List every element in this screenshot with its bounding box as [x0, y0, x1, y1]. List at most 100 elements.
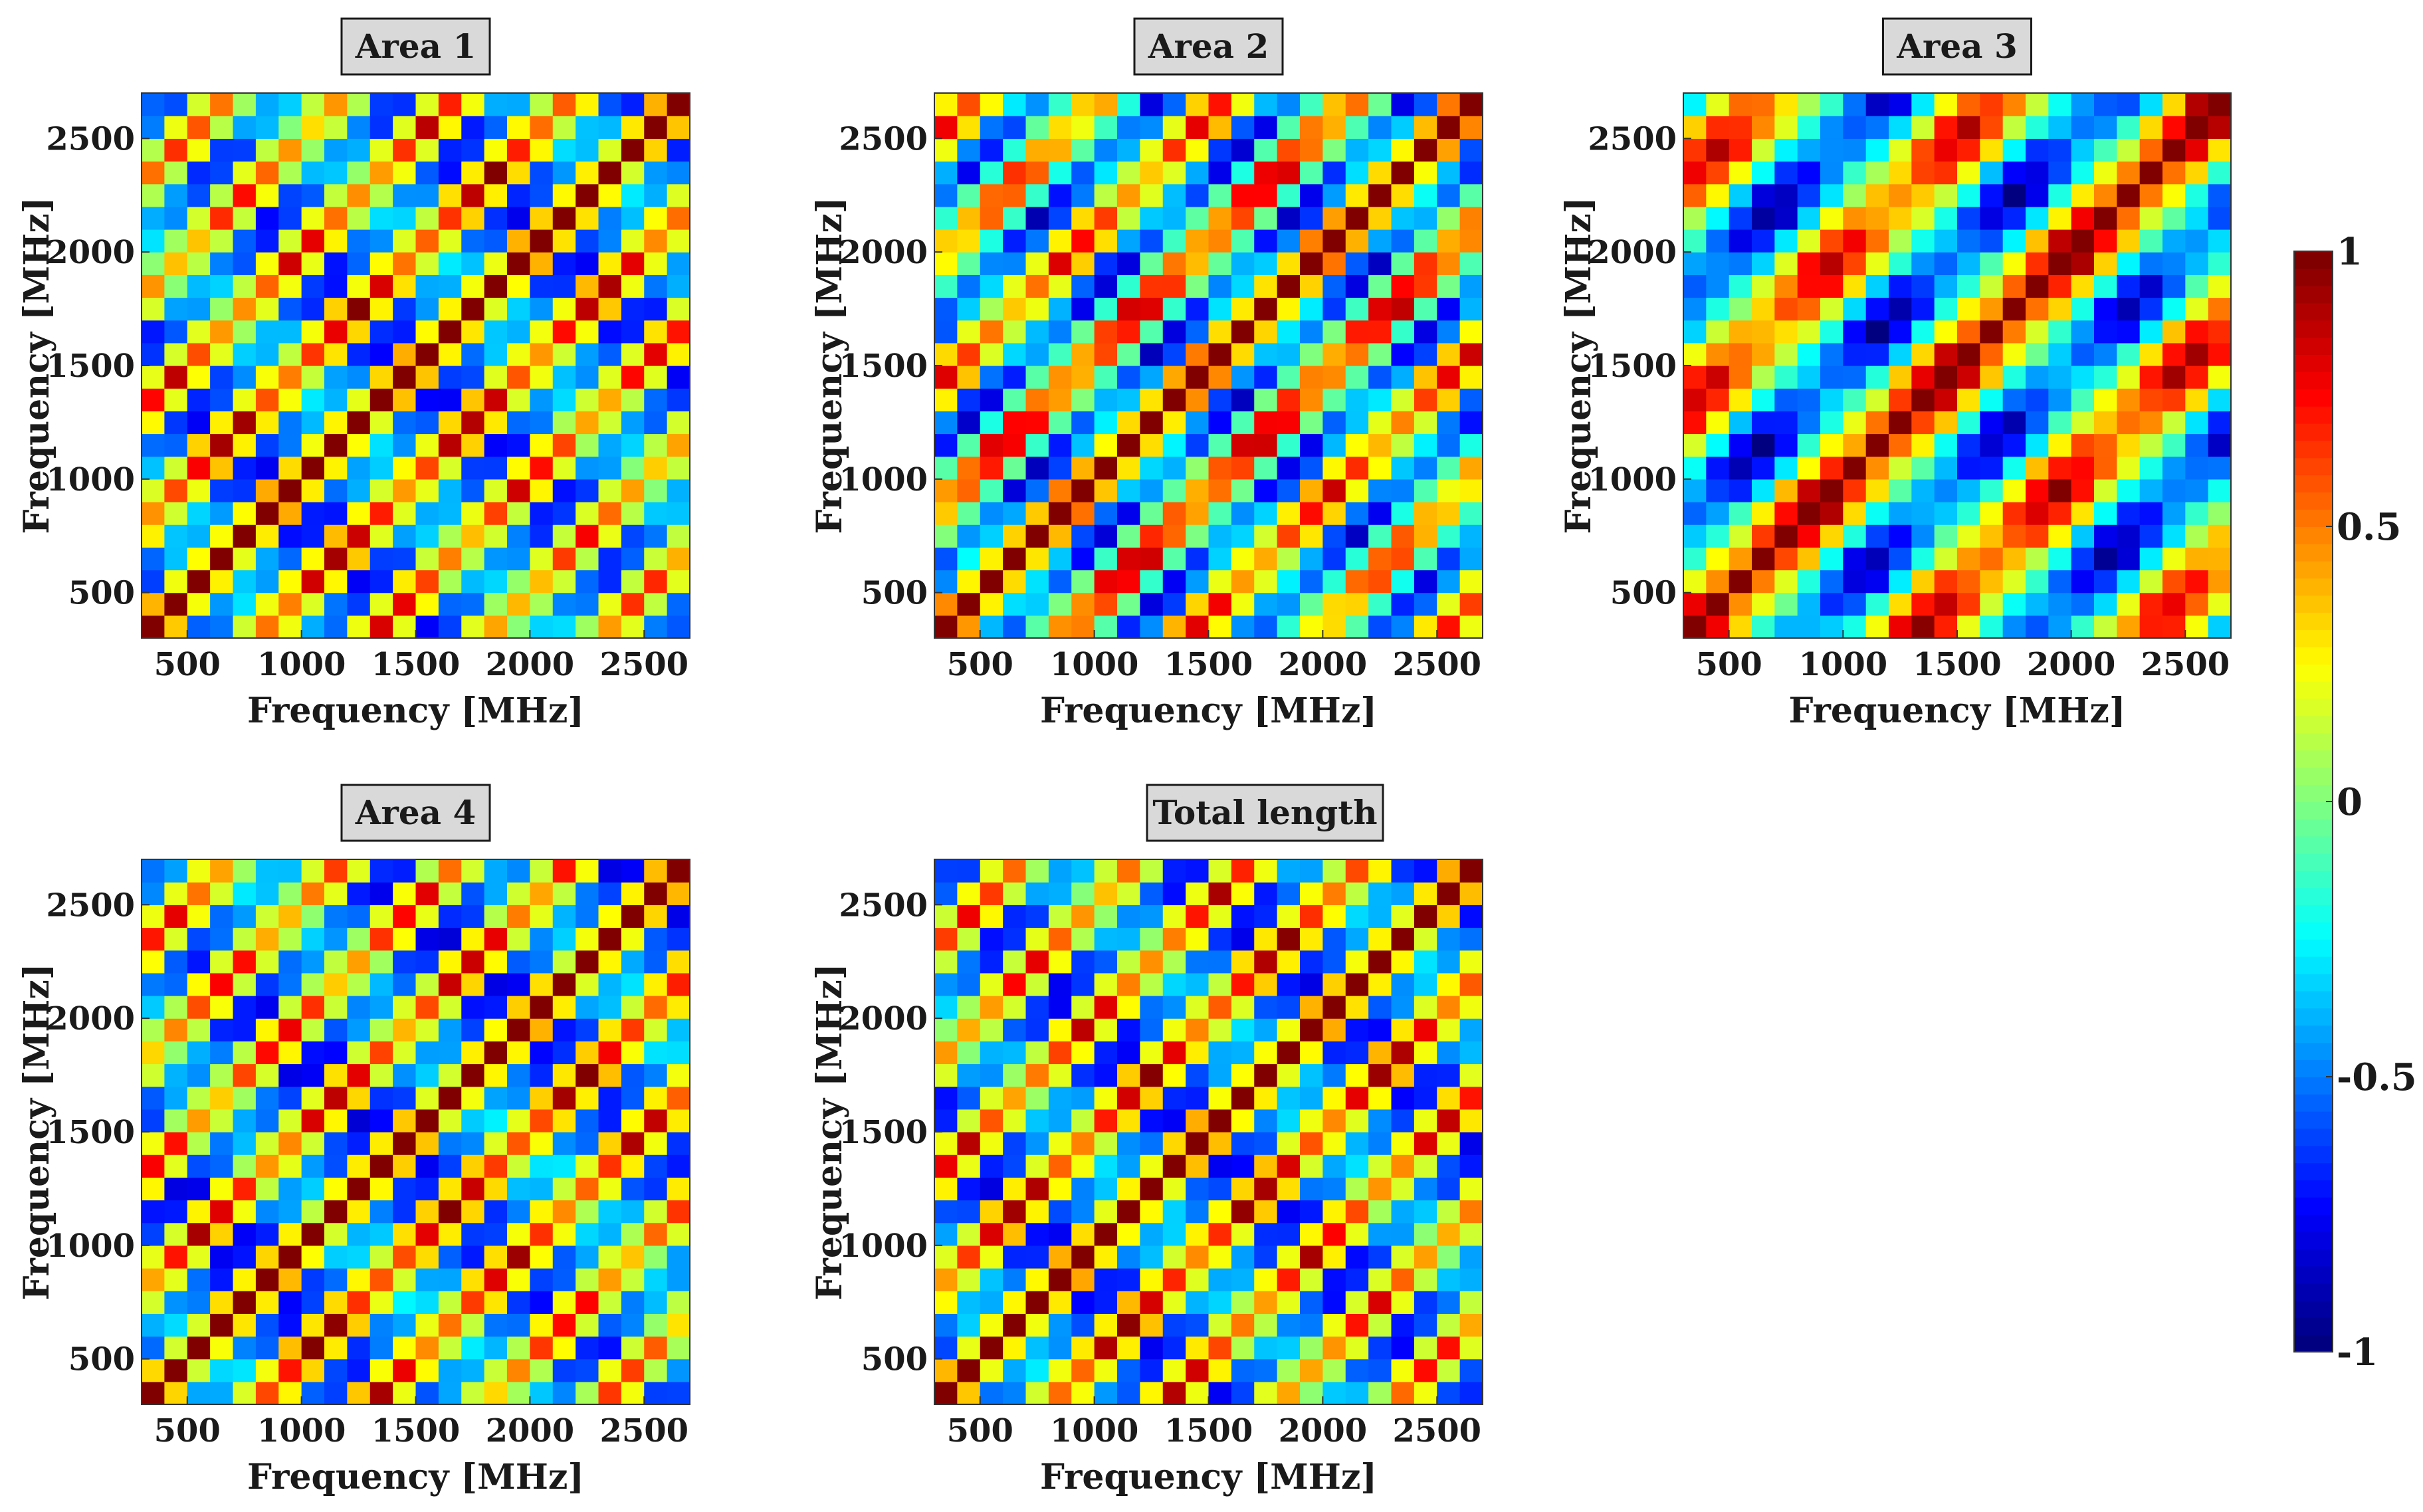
heatmap-cell [369, 1336, 393, 1360]
x-tick-label: 1500 [1913, 646, 2002, 683]
heatmap-cell [301, 1381, 325, 1405]
heatmap-cell [667, 1109, 690, 1133]
heatmap-cell [1934, 502, 1958, 525]
heatmap-cell [484, 161, 508, 185]
heatmap-cell [957, 206, 981, 230]
heatmap-cell [324, 1222, 348, 1246]
heatmap-cell [1277, 138, 1301, 162]
heatmap-cell [2117, 116, 2141, 139]
heatmap-cell [2002, 411, 2026, 435]
heatmap-cell [233, 1381, 257, 1405]
heatmap-cell [1322, 479, 1346, 502]
heatmap-cell [507, 570, 530, 594]
heatmap-cell [1797, 388, 1821, 411]
heatmap-cell [2094, 297, 2117, 321]
heatmap-cell [438, 1268, 462, 1291]
heatmap-cell [2185, 229, 2209, 253]
heatmap-cell [1683, 116, 1707, 139]
heatmap-cell [644, 1041, 668, 1065]
heatmap-cell [1140, 859, 1164, 883]
heatmap-cell [1117, 320, 1140, 344]
heatmap-cell [164, 161, 188, 185]
heatmap-cell [667, 138, 690, 162]
heatmap-cell [644, 1222, 668, 1246]
heatmap-cell [324, 1358, 348, 1382]
heatmap-cell [1752, 456, 1775, 480]
heatmap-cell [2185, 342, 2209, 366]
heatmap-cell [576, 411, 599, 435]
heatmap-cell [1094, 927, 1118, 951]
heatmap-cell [415, 161, 439, 185]
heatmap-cell [210, 592, 234, 616]
heatmap-cell [1683, 229, 1707, 253]
heatmap-cell [233, 592, 257, 616]
heatmap-cell [1254, 320, 1278, 344]
heatmap-cell [1254, 1200, 1278, 1224]
heatmap-cell [369, 206, 393, 230]
heatmap-cell [1391, 1041, 1415, 1065]
heatmap-cell [369, 297, 393, 321]
heatmap-cell [1071, 950, 1095, 974]
heatmap-cell [347, 1063, 371, 1087]
heatmap-cell [210, 547, 234, 571]
heatmap-cell [667, 456, 690, 480]
heatmap-cell [2139, 252, 2163, 275]
heatmap-cell [1071, 547, 1095, 571]
heatmap-cell [1797, 342, 1821, 366]
heatmap-cell [1322, 229, 1346, 253]
heatmap-cell [507, 388, 530, 411]
title-box [340, 784, 491, 842]
heatmap-cell [1071, 1063, 1095, 1087]
heatmap-cell [1140, 1358, 1164, 1382]
heatmap-cell [1094, 274, 1118, 298]
heatmap-cell [1729, 116, 1752, 139]
heatmap-cell [210, 1313, 234, 1337]
heatmap-cell [1889, 547, 1912, 571]
heatmap-cell [552, 547, 576, 571]
heatmap-cell [1231, 456, 1255, 480]
heatmap-cell [1025, 1313, 1049, 1337]
heatmap-cell [1162, 116, 1186, 139]
heatmap-cell [1889, 206, 1912, 230]
heatmap-cell [507, 927, 530, 951]
heatmap-cell [1025, 274, 1049, 298]
heatmap-cell [1071, 1222, 1095, 1246]
heatmap-cell [1162, 229, 1186, 253]
heatmap-cell [393, 274, 417, 298]
heatmap-cell [1048, 615, 1072, 639]
heatmap-cell [1025, 342, 1049, 366]
heatmap-cell [667, 1358, 690, 1382]
heatmap-cell [667, 1313, 690, 1337]
heatmap-cell [347, 161, 371, 185]
heatmap-cell [1459, 927, 1483, 951]
x-tick-label: 2000 [486, 1412, 575, 1450]
heatmap-cell [1140, 1063, 1164, 1087]
heatmap-cell [1774, 592, 1798, 616]
heatmap-cell [187, 161, 211, 185]
heatmap-cell [644, 229, 668, 253]
heatmap-cell [1437, 950, 1461, 974]
heatmap-cell [324, 229, 348, 253]
heatmap-cell [1300, 859, 1323, 883]
heatmap-cell [1683, 93, 1707, 116]
heatmap-cell [1414, 1063, 1437, 1087]
heatmap-cell [484, 547, 508, 571]
heatmap-cell [576, 615, 599, 639]
heatmap-cell [1957, 161, 1980, 185]
heatmap-cell [438, 524, 462, 548]
heatmap-cell [415, 859, 439, 883]
heatmap-cell [369, 138, 393, 162]
heatmap-cell [1437, 161, 1461, 185]
heatmap-cell [1322, 570, 1346, 594]
heatmap-cell [324, 1154, 348, 1178]
heatmap-cell [2048, 456, 2072, 480]
heatmap-cell [1797, 570, 1821, 594]
heatmap-cell [576, 1381, 599, 1405]
heatmap-cell [347, 342, 371, 366]
heatmap-cell [1889, 229, 1912, 253]
heatmap-cell [2002, 183, 2026, 207]
heatmap-cell [187, 366, 211, 389]
heatmap-cell [415, 1041, 439, 1065]
heatmap-cell [1889, 274, 1912, 298]
heatmap-cell [1414, 229, 1437, 253]
